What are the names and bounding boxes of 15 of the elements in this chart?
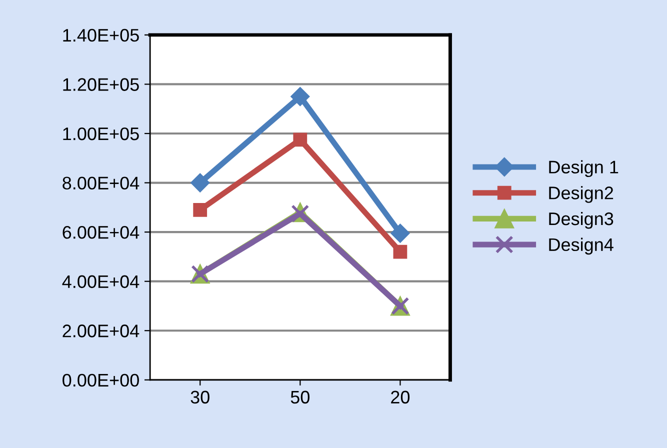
y-tick-label: 6.00E+04 (62, 226, 140, 239)
x-tick-label: 20 (391, 390, 410, 404)
y-tick-label: 8.00E+04 (62, 176, 140, 190)
legend-label: Design2 (549, 186, 614, 203)
legend-label: Design4 (549, 238, 614, 255)
y-tick-label: 1.20E+05 (63, 78, 139, 91)
x-tick-label: 50 (290, 390, 310, 404)
y-tick-label: 1.00E+05 (63, 127, 139, 140)
legend-label: Design3 (549, 212, 614, 229)
x-tick-label: 30 (190, 390, 210, 404)
legend-label: Design 1 (549, 160, 618, 178)
y-tick-label: 4.00E+04 (62, 275, 140, 288)
y-tick-label: 2.00E+04 (62, 324, 140, 338)
y-tick-label: 1.40E+05 (63, 28, 139, 42)
y-tick-label: 0.00E+00 (62, 374, 139, 387)
